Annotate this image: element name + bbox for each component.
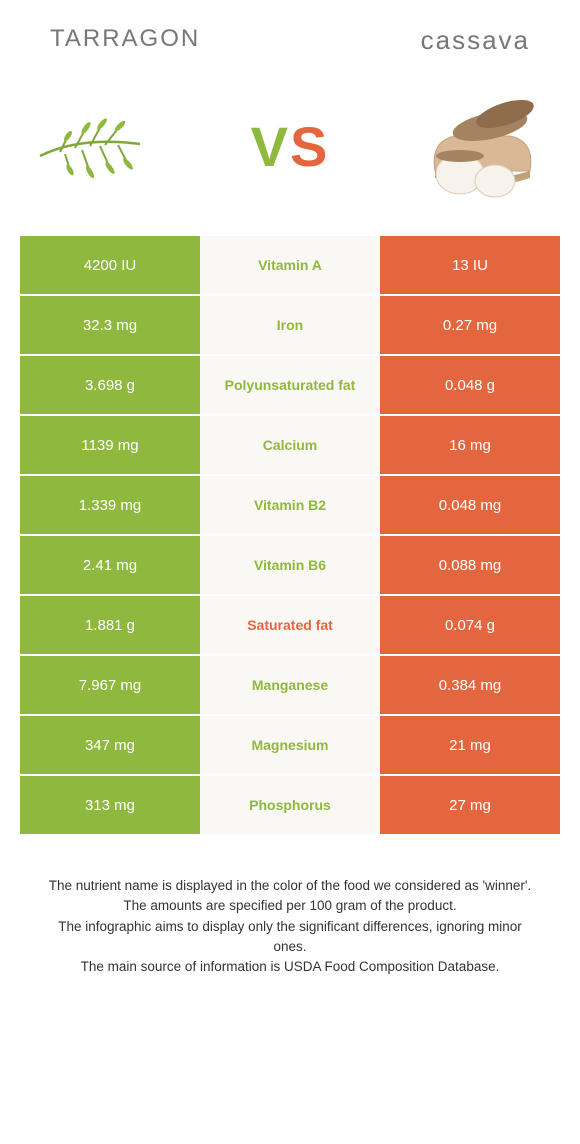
right-value: 13 IU bbox=[380, 236, 560, 294]
left-value: 1139 mg bbox=[20, 416, 200, 474]
footer-line: The nutrient name is displayed in the co… bbox=[40, 876, 540, 896]
table-row: 7.967 mgManganese0.384 mg bbox=[20, 656, 560, 716]
vs-v: V bbox=[251, 115, 290, 178]
left-value: 1.881 g bbox=[20, 596, 200, 654]
cassava-image bbox=[390, 86, 560, 206]
header: tarragon cassava bbox=[0, 0, 580, 66]
footer-line: The main source of information is USDA F… bbox=[40, 957, 540, 977]
left-value: 1.339 mg bbox=[20, 476, 200, 534]
nutrition-table: 4200 IUVitamin A13 IU32.3 mgIron0.27 mg3… bbox=[20, 236, 560, 836]
nutrient-label: Vitamin B2 bbox=[200, 476, 380, 534]
infographic-container: tarragon cassava bbox=[0, 0, 580, 997]
right-value: 0.048 g bbox=[380, 356, 560, 414]
nutrient-label: Vitamin A bbox=[200, 236, 380, 294]
right-value: 0.27 mg bbox=[380, 296, 560, 354]
left-value: 3.698 g bbox=[20, 356, 200, 414]
nutrient-label: Calcium bbox=[200, 416, 380, 474]
left-value: 313 mg bbox=[20, 776, 200, 834]
nutrient-label: Magnesium bbox=[200, 716, 380, 774]
nutrient-label: Polyunsaturated fat bbox=[200, 356, 380, 414]
nutrient-label: Vitamin B6 bbox=[200, 536, 380, 594]
table-row: 313 mgPhosphorus27 mg bbox=[20, 776, 560, 836]
footer-notes: The nutrient name is displayed in the co… bbox=[30, 836, 550, 997]
right-value: 0.048 mg bbox=[380, 476, 560, 534]
table-row: 3.698 gPolyunsaturated fat0.048 g bbox=[20, 356, 560, 416]
right-value: 0.088 mg bbox=[380, 536, 560, 594]
right-value: 0.074 g bbox=[380, 596, 560, 654]
vs-label: VS bbox=[251, 114, 330, 179]
right-value: 0.384 mg bbox=[380, 656, 560, 714]
right-value: 27 mg bbox=[380, 776, 560, 834]
table-row: 1.339 mgVitamin B20.048 mg bbox=[20, 476, 560, 536]
hero-row: VS bbox=[0, 66, 580, 236]
right-value: 16 mg bbox=[380, 416, 560, 474]
right-value: 21 mg bbox=[380, 716, 560, 774]
nutrient-label: Phosphorus bbox=[200, 776, 380, 834]
nutrient-label: Iron bbox=[200, 296, 380, 354]
table-row: 1139 mgCalcium16 mg bbox=[20, 416, 560, 476]
table-row: 1.881 gSaturated fat0.074 g bbox=[20, 596, 560, 656]
table-row: 4200 IUVitamin A13 IU bbox=[20, 236, 560, 296]
footer-line: The amounts are specified per 100 gram o… bbox=[40, 896, 540, 916]
footer-line: The infographic aims to display only the… bbox=[40, 917, 540, 958]
nutrient-label: Manganese bbox=[200, 656, 380, 714]
left-food-title: tarragon bbox=[50, 25, 200, 56]
table-row: 2.41 mgVitamin B60.088 mg bbox=[20, 536, 560, 596]
left-value: 4200 IU bbox=[20, 236, 200, 294]
left-value: 347 mg bbox=[20, 716, 200, 774]
table-row: 347 mgMagnesium21 mg bbox=[20, 716, 560, 776]
left-value: 2.41 mg bbox=[20, 536, 200, 594]
tarragon-image bbox=[20, 86, 190, 206]
left-value: 32.3 mg bbox=[20, 296, 200, 354]
right-food-title: cassava bbox=[421, 25, 530, 56]
left-value: 7.967 mg bbox=[20, 656, 200, 714]
vs-s: S bbox=[290, 115, 329, 178]
nutrient-label: Saturated fat bbox=[200, 596, 380, 654]
table-row: 32.3 mgIron0.27 mg bbox=[20, 296, 560, 356]
